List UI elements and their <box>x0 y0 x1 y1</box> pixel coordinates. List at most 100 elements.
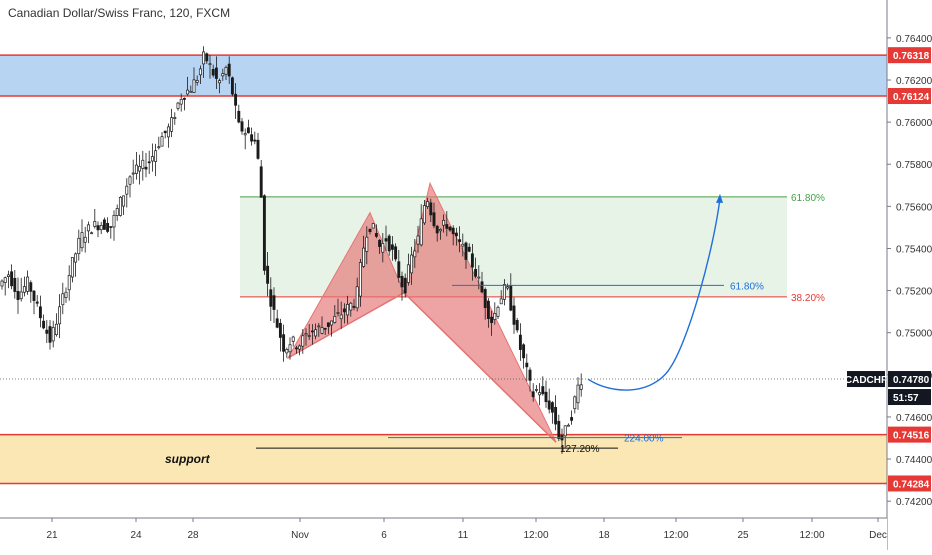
time-axis: 21 24 28 Nov 6 11 12:00 18 12:00 25 12:00 Dec <box>0 517 887 550</box>
candle-body <box>163 130 167 134</box>
price-label-bg <box>888 389 931 406</box>
candle-body <box>202 51 206 65</box>
candle-body <box>70 257 74 278</box>
candle-body <box>83 236 87 243</box>
price-tick-label: 0.76200 <box>896 76 932 87</box>
candle-body <box>99 225 103 231</box>
candle-body <box>451 227 455 235</box>
candle-body <box>224 67 228 75</box>
candle-body <box>80 232 84 249</box>
price-label: 0.76318 <box>893 51 930 62</box>
candle-body <box>256 139 260 159</box>
candle-body <box>566 424 570 427</box>
price-tick-label: 0.75200 <box>896 287 932 298</box>
candle-body <box>230 77 234 95</box>
candle-body <box>506 286 510 289</box>
candle-body <box>349 302 353 311</box>
candle-body <box>525 362 529 368</box>
candle-body <box>464 242 468 260</box>
candle-body <box>346 304 350 316</box>
symbol-tag-bg <box>847 371 885 388</box>
candle-body <box>10 271 14 287</box>
pattern-bd-line <box>403 292 557 443</box>
zones-layer: support <box>0 54 887 485</box>
price-label: 0.74284 <box>893 479 930 490</box>
time-tick-label: 12:00 <box>663 530 688 541</box>
candle-body <box>154 150 158 162</box>
price-tick-label: 0.74200 <box>896 497 932 508</box>
candle-body <box>426 201 430 207</box>
fib-top-label: 61.80% <box>791 193 825 204</box>
measure-label-1: 61.80% <box>730 281 764 292</box>
candle-body <box>394 246 398 260</box>
candle-body <box>554 406 558 425</box>
candle-body <box>445 224 449 229</box>
candle-body <box>538 392 542 396</box>
candle-body <box>26 276 30 292</box>
projection-curve <box>587 197 721 391</box>
candle-body <box>374 233 378 237</box>
candle-body <box>352 306 356 308</box>
candle-body <box>176 102 180 109</box>
candle-body <box>218 80 222 84</box>
candle-body <box>547 400 551 410</box>
candle-body <box>461 243 465 247</box>
price-label: 51:57 <box>893 393 919 404</box>
candle-body <box>342 308 346 313</box>
price-tick-label: 0.76000 <box>896 118 932 129</box>
candle-body <box>246 127 250 134</box>
candle-body <box>128 176 132 185</box>
candle-body <box>470 253 474 268</box>
candle-body <box>486 300 490 319</box>
measure-label-2: 224.00% <box>624 434 664 445</box>
candle-body <box>400 275 404 288</box>
candle-body <box>48 326 52 343</box>
candle-body <box>307 335 311 337</box>
price-label-bg <box>888 47 931 64</box>
candle-body <box>3 277 7 283</box>
candle-body <box>96 225 100 231</box>
price-tick-label: 0.75600 <box>896 202 932 213</box>
candle-body <box>368 228 372 233</box>
candle-body <box>64 291 68 298</box>
candle-body <box>573 396 577 410</box>
candle-body <box>186 89 190 95</box>
candle-body <box>541 386 545 395</box>
candle-body <box>262 195 266 271</box>
candle-body <box>467 246 471 252</box>
candle-body <box>416 235 420 245</box>
candle-body <box>442 220 446 226</box>
harmonic-pattern-layer <box>286 181 557 443</box>
candle-body <box>454 232 458 237</box>
candle-body <box>528 369 532 381</box>
price-tick-label: 0.74600 <box>896 413 932 424</box>
candle-body <box>115 208 119 216</box>
candle-body <box>429 202 433 216</box>
candle-body <box>314 329 318 337</box>
candle-body <box>195 80 199 83</box>
candle-body <box>0 280 4 287</box>
fib-layer: 61.80% 38.20% <box>240 193 825 304</box>
price-tick-label: 0.75000 <box>896 329 932 340</box>
candle-body <box>301 335 305 347</box>
candle-body <box>499 298 503 305</box>
price-tick-label: 0.75800 <box>896 160 932 171</box>
price-label-bg <box>888 426 931 443</box>
candle-body <box>74 253 78 263</box>
candle-body <box>336 312 340 314</box>
candle-body <box>109 226 113 228</box>
candle-body <box>125 185 129 195</box>
candle-body <box>182 97 186 100</box>
candle-body <box>160 136 164 147</box>
candle-body <box>141 159 145 169</box>
candle-body <box>422 205 426 224</box>
candle-body <box>269 289 273 307</box>
candle-body <box>419 218 423 246</box>
candle-body <box>22 286 26 293</box>
candle-body <box>77 237 81 255</box>
candle-body <box>259 166 263 198</box>
candle-body <box>166 126 170 138</box>
candle-body <box>42 320 46 329</box>
